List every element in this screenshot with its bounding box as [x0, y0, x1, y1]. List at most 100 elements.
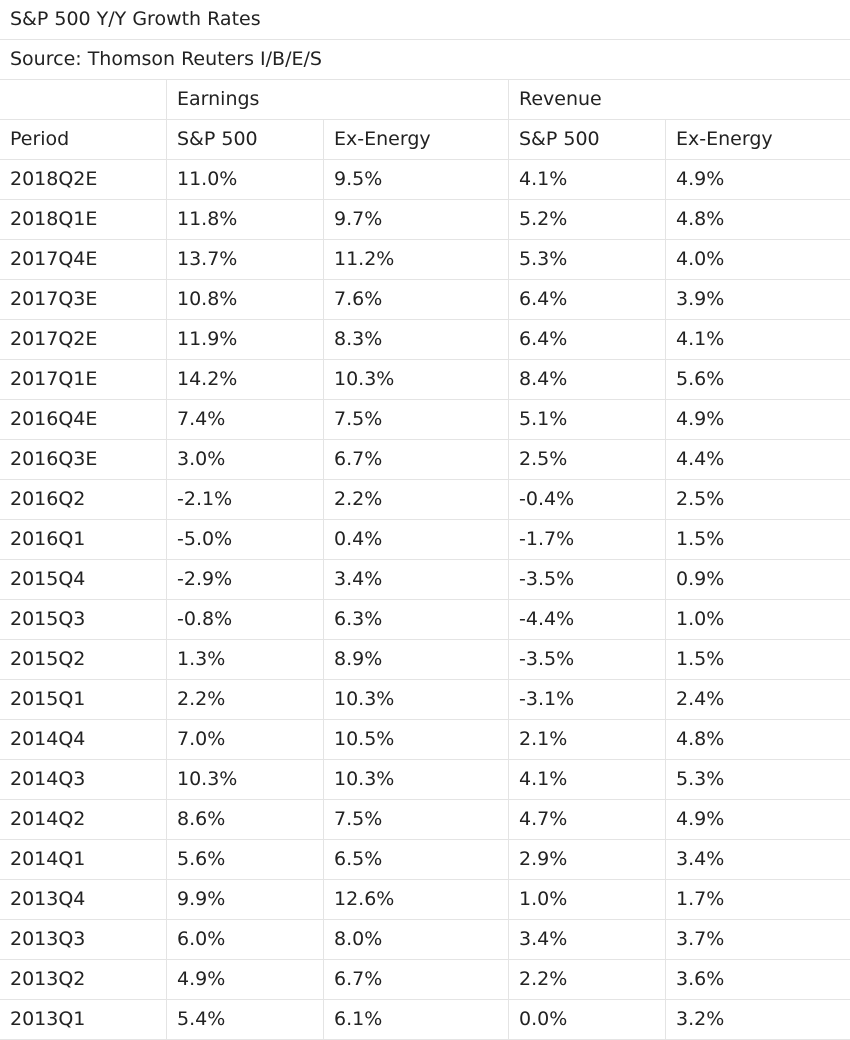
- table-row: 2014Q4 7.0% 10.5% 2.1% 4.8%: [0, 720, 850, 760]
- earnings-sp500-cell: 7.4%: [166, 400, 323, 439]
- earnings-sp500-cell: 14.2%: [166, 360, 323, 399]
- revenue-ex-energy-cell: 3.7%: [665, 920, 850, 959]
- revenue-ex-energy-cell: 3.6%: [665, 960, 850, 999]
- revenue-ex-energy-cell: 2.5%: [665, 480, 850, 519]
- table-title-row: S&P 500 Y/Y Growth Rates: [0, 0, 850, 40]
- period-cell: 2018Q2E: [10, 168, 98, 190]
- column-header-earnings-sp500: S&P 500: [166, 120, 323, 159]
- earnings-sp500-cell: 3.0%: [166, 440, 323, 479]
- table-row: 2018Q2E 11.0% 9.5% 4.1% 4.9%: [0, 160, 850, 200]
- revenue-ex-energy-cell: 5.3%: [665, 760, 850, 799]
- revenue-sp500-cell: -0.4%: [508, 480, 665, 519]
- period-cell: 2016Q1: [10, 528, 86, 550]
- earnings-ex-energy-cell: 10.5%: [323, 720, 508, 759]
- earnings-ex-energy-cell: 6.7%: [323, 960, 508, 999]
- period-cell: 2014Q3: [10, 768, 86, 790]
- earnings-ex-energy-cell: 8.3%: [323, 320, 508, 359]
- table-row: 2016Q3E 3.0% 6.7% 2.5% 4.4%: [0, 440, 850, 480]
- column-header-revenue-ex-energy: Ex-Energy: [665, 120, 850, 159]
- table-row: 2014Q1 5.6% 6.5% 2.9% 3.4%: [0, 840, 850, 880]
- revenue-ex-energy-cell: 4.8%: [665, 200, 850, 239]
- revenue-ex-energy-cell: 3.2%: [665, 1000, 850, 1039]
- earnings-sp500-cell: -5.0%: [166, 520, 323, 559]
- revenue-ex-energy-cell: 4.0%: [665, 240, 850, 279]
- revenue-ex-energy-cell: 4.4%: [665, 440, 850, 479]
- revenue-ex-energy-cell: 1.0%: [665, 600, 850, 639]
- table-source-row: Source: Thomson Reuters I/B/E/S: [0, 40, 850, 80]
- earnings-ex-energy-cell: 3.4%: [323, 560, 508, 599]
- revenue-ex-energy-cell: 3.4%: [665, 840, 850, 879]
- table-row: 2017Q3E 10.8% 7.6% 6.4% 3.9%: [0, 280, 850, 320]
- table-row: 2013Q1 5.4% 6.1% 0.0% 3.2%: [0, 1000, 850, 1040]
- table-row: 2015Q4 -2.9% 3.4% -3.5% 0.9%: [0, 560, 850, 600]
- table-row: 2015Q2 1.3% 8.9% -3.5% 1.5%: [0, 640, 850, 680]
- revenue-sp500-cell: 2.9%: [508, 840, 665, 879]
- revenue-ex-energy-cell: 3.9%: [665, 280, 850, 319]
- revenue-ex-energy-cell: 4.9%: [665, 400, 850, 439]
- earnings-ex-energy-cell: 6.1%: [323, 1000, 508, 1039]
- revenue-ex-energy-cell: 4.9%: [665, 160, 850, 199]
- column-header-earnings-ex-energy: Ex-Energy: [323, 120, 508, 159]
- period-cell: 2015Q2: [10, 648, 86, 670]
- period-cell: 2015Q3: [10, 608, 86, 630]
- revenue-sp500-cell: -3.1%: [508, 680, 665, 719]
- period-cell: 2014Q1: [10, 848, 86, 870]
- earnings-ex-energy-cell: 9.5%: [323, 160, 508, 199]
- earnings-sp500-cell: 7.0%: [166, 720, 323, 759]
- earnings-ex-energy-cell: 6.3%: [323, 600, 508, 639]
- earnings-sp500-cell: 10.3%: [166, 760, 323, 799]
- earnings-ex-energy-cell: 7.5%: [323, 400, 508, 439]
- earnings-sp500-cell: 5.4%: [166, 1000, 323, 1039]
- period-cell: 2017Q2E: [10, 328, 98, 350]
- table-row: 2013Q3 6.0% 8.0% 3.4% 3.7%: [0, 920, 850, 960]
- revenue-sp500-cell: 2.5%: [508, 440, 665, 479]
- earnings-ex-energy-cell: 7.5%: [323, 800, 508, 839]
- table-source: Source: Thomson Reuters I/B/E/S: [10, 48, 322, 70]
- period-cell: 2018Q1E: [10, 208, 98, 230]
- revenue-ex-energy-cell: 0.9%: [665, 560, 850, 599]
- table-row: 2018Q1E 11.8% 9.7% 5.2% 4.8%: [0, 200, 850, 240]
- table-row: 2013Q2 4.9% 6.7% 2.2% 3.6%: [0, 960, 850, 1000]
- period-cell: 2017Q4E: [10, 248, 98, 270]
- earnings-ex-energy-cell: 6.7%: [323, 440, 508, 479]
- period-cell: 2015Q1: [10, 688, 86, 710]
- table-row: 2017Q1E 14.2% 10.3% 8.4% 5.6%: [0, 360, 850, 400]
- table-row: 2015Q3 -0.8% 6.3% -4.4% 1.0%: [0, 600, 850, 640]
- earnings-sp500-cell: 11.9%: [166, 320, 323, 359]
- revenue-sp500-cell: 5.3%: [508, 240, 665, 279]
- table-row: 2016Q2 -2.1% 2.2% -0.4% 2.5%: [0, 480, 850, 520]
- earnings-ex-energy-cell: 10.3%: [323, 680, 508, 719]
- earnings-sp500-cell: 8.6%: [166, 800, 323, 839]
- earnings-sp500-cell: 4.9%: [166, 960, 323, 999]
- table-row: 2016Q1 -5.0% 0.4% -1.7% 1.5%: [0, 520, 850, 560]
- earnings-ex-energy-cell: 0.4%: [323, 520, 508, 559]
- period-cell: 2014Q4: [10, 728, 86, 750]
- group-header-row: Earnings Revenue: [0, 80, 850, 120]
- earnings-sp500-cell: 11.0%: [166, 160, 323, 199]
- earnings-ex-energy-cell: 8.0%: [323, 920, 508, 959]
- table-row: 2014Q3 10.3% 10.3% 4.1% 5.3%: [0, 760, 850, 800]
- earnings-ex-energy-cell: 11.2%: [323, 240, 508, 279]
- earnings-sp500-cell: 1.3%: [166, 640, 323, 679]
- earnings-sp500-cell: 9.9%: [166, 880, 323, 919]
- group-header-earnings: Earnings: [166, 80, 508, 119]
- earnings-ex-energy-cell: 10.3%: [323, 360, 508, 399]
- column-header-period: Period: [10, 128, 70, 150]
- table-row: 2017Q2E 11.9% 8.3% 6.4% 4.1%: [0, 320, 850, 360]
- earnings-ex-energy-cell: 2.2%: [323, 480, 508, 519]
- revenue-sp500-cell: -1.7%: [508, 520, 665, 559]
- earnings-ex-energy-cell: 9.7%: [323, 200, 508, 239]
- revenue-ex-energy-cell: 4.8%: [665, 720, 850, 759]
- revenue-ex-energy-cell: 1.7%: [665, 880, 850, 919]
- earnings-ex-energy-cell: 10.3%: [323, 760, 508, 799]
- revenue-sp500-cell: 0.0%: [508, 1000, 665, 1039]
- earnings-ex-energy-cell: 8.9%: [323, 640, 508, 679]
- revenue-sp500-cell: 6.4%: [508, 280, 665, 319]
- period-cell: 2013Q4: [10, 888, 86, 910]
- revenue-ex-energy-cell: 1.5%: [665, 640, 850, 679]
- earnings-sp500-cell: 13.7%: [166, 240, 323, 279]
- revenue-sp500-cell: 8.4%: [508, 360, 665, 399]
- revenue-ex-energy-cell: 2.4%: [665, 680, 850, 719]
- earnings-sp500-cell: 2.2%: [166, 680, 323, 719]
- earnings-ex-energy-cell: 7.6%: [323, 280, 508, 319]
